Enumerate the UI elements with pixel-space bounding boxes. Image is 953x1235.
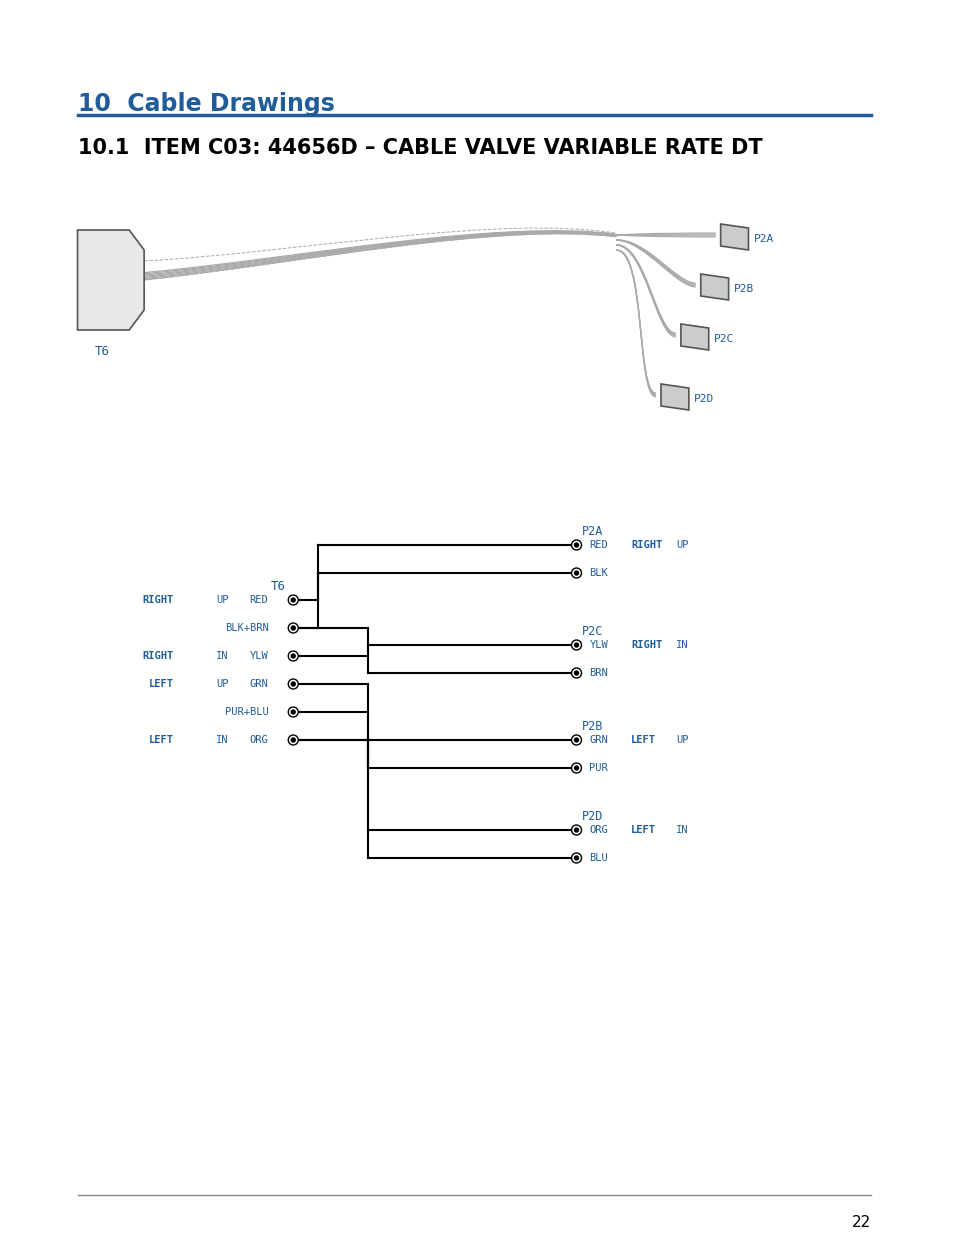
Circle shape [571, 640, 581, 650]
Text: 22: 22 [851, 1215, 870, 1230]
Circle shape [288, 735, 298, 745]
Polygon shape [680, 324, 708, 350]
Circle shape [571, 668, 581, 678]
Text: RED: RED [589, 540, 608, 550]
Circle shape [571, 763, 581, 773]
Text: 10.1  ITEM C03: 44656D – CABLE VALVE VARIABLE RATE DT: 10.1 ITEM C03: 44656D – CABLE VALVE VARI… [77, 138, 761, 158]
Circle shape [288, 706, 298, 718]
Polygon shape [660, 384, 688, 410]
Text: P2C: P2C [713, 333, 733, 345]
Circle shape [288, 651, 298, 661]
Text: LEFT: LEFT [631, 825, 656, 835]
Circle shape [574, 856, 578, 860]
Text: IN: IN [216, 735, 229, 745]
Circle shape [574, 827, 578, 832]
Circle shape [574, 766, 578, 769]
Text: GRN: GRN [250, 679, 268, 689]
Circle shape [574, 543, 578, 547]
Circle shape [291, 739, 294, 742]
Text: 10  Cable Drawings: 10 Cable Drawings [77, 91, 335, 116]
Circle shape [571, 568, 581, 578]
Text: IN: IN [676, 825, 688, 835]
Text: P2B: P2B [733, 284, 753, 294]
Text: LEFT: LEFT [631, 735, 656, 745]
Circle shape [571, 735, 581, 745]
Circle shape [288, 595, 298, 605]
Circle shape [574, 571, 578, 576]
Polygon shape [720, 224, 748, 249]
Text: P2D: P2D [581, 810, 602, 823]
Polygon shape [77, 230, 144, 330]
Text: RIGHT: RIGHT [631, 640, 661, 650]
Text: PUR+BLU: PUR+BLU [224, 706, 268, 718]
Circle shape [291, 710, 294, 714]
Text: BLU: BLU [589, 853, 608, 863]
Polygon shape [700, 274, 728, 300]
Text: RIGHT: RIGHT [631, 540, 661, 550]
Text: YLW: YLW [589, 640, 608, 650]
Text: P2D: P2D [693, 394, 713, 404]
Text: P2C: P2C [581, 625, 602, 638]
Text: BRN: BRN [589, 668, 608, 678]
Text: P2A: P2A [581, 525, 602, 538]
Text: YLW: YLW [250, 651, 268, 661]
Circle shape [574, 671, 578, 676]
Text: UP: UP [676, 540, 688, 550]
Circle shape [291, 598, 294, 601]
Text: P2A: P2A [753, 233, 773, 245]
Text: T6: T6 [271, 580, 286, 593]
Text: ORG: ORG [250, 735, 268, 745]
Circle shape [571, 853, 581, 863]
Text: T6: T6 [94, 345, 110, 358]
Text: P2B: P2B [581, 720, 602, 734]
Text: UP: UP [676, 735, 688, 745]
Text: ORG: ORG [589, 825, 608, 835]
Text: IN: IN [676, 640, 688, 650]
Circle shape [574, 739, 578, 742]
Text: RIGHT: RIGHT [143, 595, 173, 605]
Text: GRN: GRN [589, 735, 608, 745]
Text: BLK: BLK [589, 568, 608, 578]
Text: IN: IN [216, 651, 229, 661]
Circle shape [291, 626, 294, 630]
Circle shape [574, 643, 578, 647]
Circle shape [571, 825, 581, 835]
Text: UP: UP [216, 679, 229, 689]
Text: UP: UP [216, 595, 229, 605]
Circle shape [288, 622, 298, 634]
Circle shape [291, 655, 294, 658]
Text: PUR: PUR [589, 763, 608, 773]
Circle shape [288, 679, 298, 689]
Text: BLK+BRN: BLK+BRN [224, 622, 268, 634]
Circle shape [291, 682, 294, 685]
Text: RED: RED [250, 595, 268, 605]
Text: RIGHT: RIGHT [143, 651, 173, 661]
Text: LEFT: LEFT [149, 679, 173, 689]
Text: LEFT: LEFT [149, 735, 173, 745]
Circle shape [571, 540, 581, 550]
